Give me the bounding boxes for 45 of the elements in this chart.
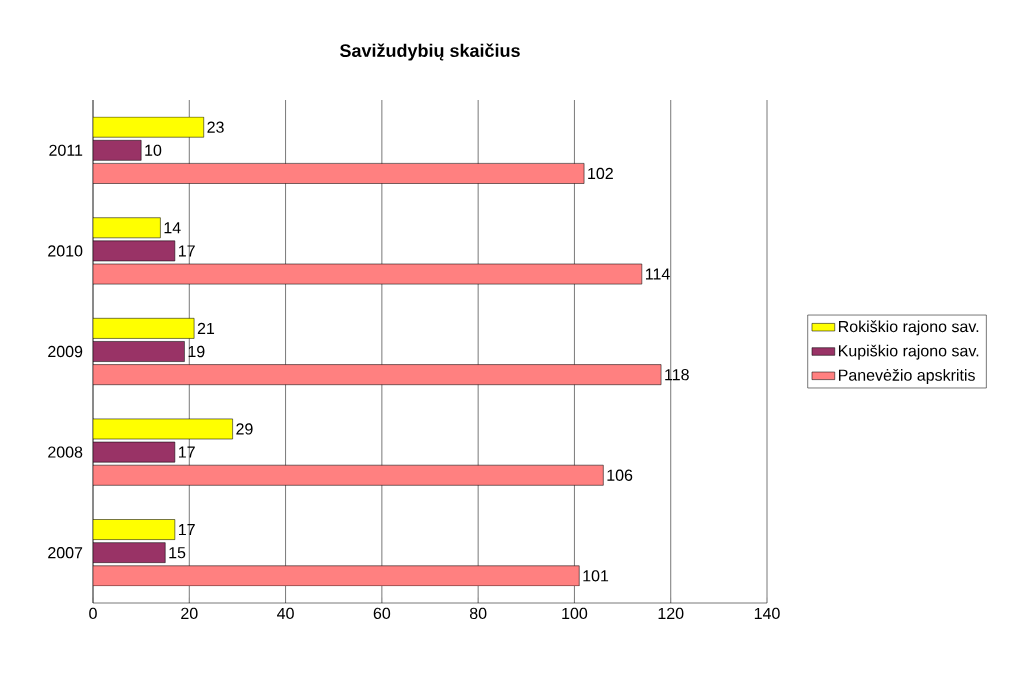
- data-label: 101: [583, 570, 609, 582]
- data-label: 19: [188, 345, 205, 358]
- legend-label: Panevėžio apskritis: [838, 369, 975, 384]
- y-tick-label: 2008: [48, 446, 83, 458]
- bar: [93, 542, 166, 564]
- data-label: 17: [178, 245, 195, 257]
- data-label: 17: [178, 446, 195, 458]
- x-tick-label: 140: [754, 607, 780, 620]
- data-label: 29: [236, 423, 253, 435]
- x-tick-label: 20: [181, 607, 198, 620]
- data-label: 102: [588, 167, 613, 180]
- x-tick-label: 120: [658, 607, 684, 620]
- data-label: 23: [207, 121, 224, 133]
- x-tick-label: 60: [373, 607, 391, 620]
- data-label: 15: [169, 547, 186, 559]
- legend-label: Rokiškio rajono sav.: [838, 320, 979, 336]
- bar: [93, 341, 185, 362]
- bar: [93, 565, 580, 587]
- bar: [93, 139, 142, 161]
- bar: [93, 116, 204, 138]
- y-tick-label: 2007: [48, 547, 83, 559]
- bar: [93, 441, 176, 463]
- chart-title: Savižudybių skaičius: [339, 43, 520, 61]
- x-tick-label: 40: [277, 607, 294, 620]
- y-tick-label: 2009: [48, 345, 83, 358]
- legend-label: Kupiškio rajono sav.: [838, 344, 979, 360]
- x-tick-label: 80: [469, 607, 487, 620]
- bar: [93, 519, 176, 540]
- x-tick-label: 100: [562, 607, 588, 620]
- bar: [93, 240, 176, 262]
- bar: [93, 464, 604, 486]
- data-label: 106: [607, 469, 633, 481]
- y-tick-label: 2011: [49, 144, 83, 156]
- data-label: 114: [645, 268, 670, 280]
- x-tick-label: 0: [89, 607, 97, 620]
- bar: [93, 217, 161, 239]
- data-label: 118: [665, 368, 689, 381]
- data-label: 21: [197, 322, 215, 334]
- bar: [93, 364, 662, 385]
- data-label: 10: [145, 144, 162, 156]
- data-label: 17: [178, 524, 195, 536]
- bar: [93, 318, 195, 339]
- bar: [93, 163, 585, 184]
- y-tick-label: 2010: [48, 245, 83, 257]
- data-label: 14: [164, 222, 181, 234]
